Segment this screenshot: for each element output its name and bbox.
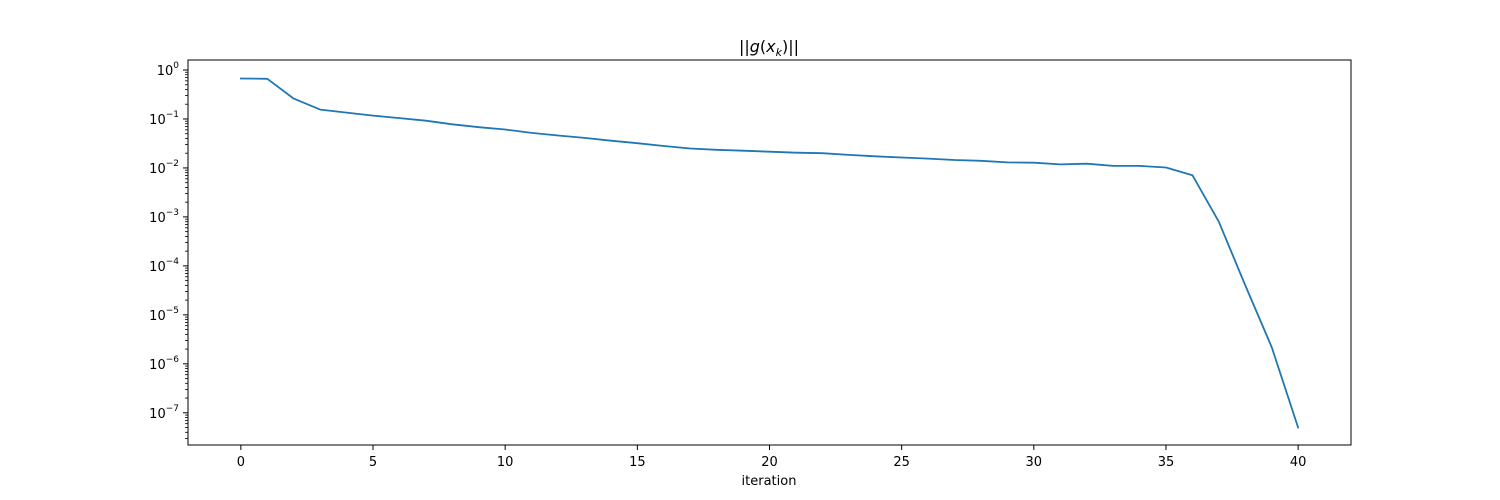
x-tick-label: 30 xyxy=(1026,455,1043,470)
plot-frame xyxy=(187,59,1352,446)
y-axis-ticks: 100 10−1 10−2 10−3 10−4 10−5 10−6 10−7 xyxy=(149,61,188,422)
x-axis-label: iteration xyxy=(742,474,797,489)
y-tick-label: 10−2 xyxy=(149,159,179,177)
y-tick-label: 10−4 xyxy=(149,257,179,275)
x-tick-label: 35 xyxy=(1158,455,1175,470)
title-subscript: k xyxy=(776,46,783,59)
x-tick-label: 40 xyxy=(1290,455,1307,470)
title-open-paren: ( xyxy=(760,37,766,56)
title-close-paren: ) xyxy=(782,37,788,56)
x-tick-label: 15 xyxy=(629,455,646,470)
x-tick-label: 5 xyxy=(369,455,377,470)
series-layer xyxy=(239,77,1300,429)
x-tick-label: 25 xyxy=(893,455,910,470)
y-tick-label: 100 xyxy=(157,61,180,79)
x-tick-label: 20 xyxy=(761,455,778,470)
y-tick-label: 10−5 xyxy=(149,306,179,324)
x-axis-ticks: 0 5 10 15 20 25 30 35 40 xyxy=(237,445,1307,470)
x-tick-label: 0 xyxy=(237,455,245,470)
y-tick-label: 10−3 xyxy=(149,208,179,226)
y-tick-label: 10−1 xyxy=(149,110,179,128)
title-suffix: || xyxy=(788,37,799,56)
y-tick-label: 10−7 xyxy=(149,404,179,422)
series-line xyxy=(239,77,1300,429)
title-prefix: || xyxy=(739,37,750,56)
chart-title: ||g(xk)|| xyxy=(739,37,799,59)
y-tick-label: 10−6 xyxy=(149,355,179,373)
x-tick-label: 10 xyxy=(497,455,514,470)
title-function: g xyxy=(750,37,760,56)
title-variable: x xyxy=(765,37,776,56)
